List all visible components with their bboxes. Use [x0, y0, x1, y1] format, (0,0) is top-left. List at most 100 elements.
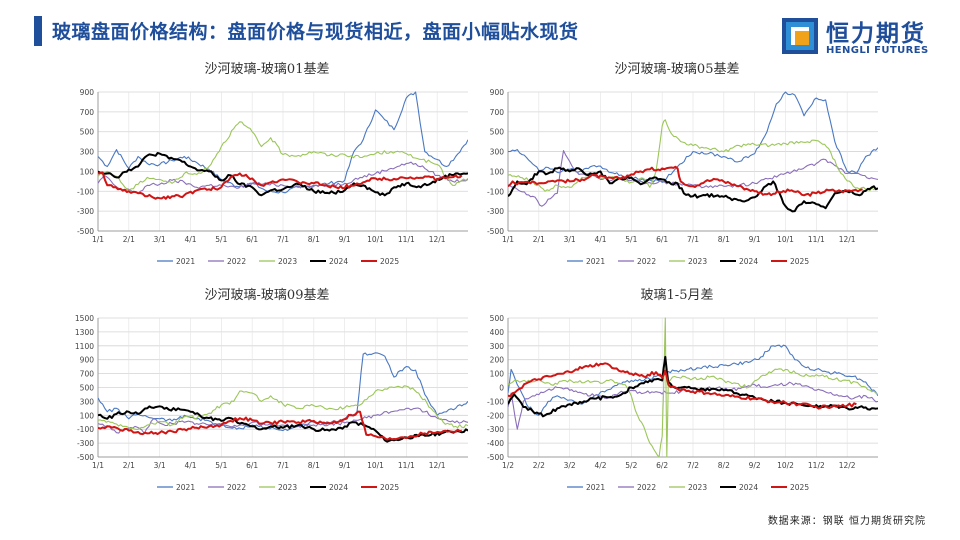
x-tick-label: 8/1	[308, 235, 320, 244]
x-tick-label: 4/1	[184, 235, 196, 244]
x-tick-label: 11/1	[398, 461, 415, 470]
series-line-2024	[98, 152, 468, 197]
y-tick-label: 300	[80, 397, 95, 406]
y-tick-label: 100	[490, 167, 505, 176]
y-tick-label: 1100	[75, 342, 94, 351]
x-tick-label: 12/1	[429, 461, 446, 470]
legend-label: 2021	[586, 483, 605, 492]
series-line-2023	[98, 121, 468, 192]
y-tick-label: -500	[77, 453, 94, 462]
chart-basis-01: 沙河玻璃-玻璃01基差 -500 -300 -100 100 300 500 700 900 1/…	[62, 58, 472, 278]
chart-title: 玻璃1-5月差	[641, 288, 714, 303]
legend-label: 2021	[176, 483, 195, 492]
legend-label: 2022	[227, 257, 246, 266]
y-tick-label: -100	[487, 187, 504, 196]
series-line-2025	[98, 410, 463, 441]
chart-svg: 沙河玻璃-玻璃09基差 -500 -300 -100 100 300 500 700 900 11…	[75, 288, 468, 492]
series-line-2021	[98, 352, 468, 432]
series-line-2022	[508, 381, 878, 430]
series-line-2025	[98, 171, 463, 200]
y-tick-label: 300	[490, 342, 505, 351]
y-tick-label: 0	[499, 384, 504, 393]
x-tick-label: 4/1	[594, 235, 606, 244]
legend-label: 2024	[739, 257, 758, 266]
x-tick-label: 1/1	[92, 461, 104, 470]
y-tick-label: -100	[77, 187, 94, 196]
y-tick-label: 500	[80, 384, 95, 393]
y-tick-label: -200	[487, 411, 504, 420]
x-tick-label: 11/1	[398, 235, 415, 244]
logo-mark-icon	[782, 18, 818, 54]
chart-basis-09: 沙河玻璃-玻璃09基差 -500 -300 -100 100 300 500 700 900 11…	[62, 284, 472, 504]
page-title: 玻璃盘面价格结构：盘面价格与现货相近，盘面小幅贴水现货	[52, 21, 579, 43]
x-tick-label: 10/2	[777, 461, 794, 470]
x-tick-label: 2/1	[123, 235, 135, 244]
y-tick-label: 500	[490, 314, 505, 323]
chart-title: 沙河玻璃-玻璃09基差	[205, 288, 330, 303]
x-tick-label: 7/1	[687, 235, 699, 244]
legend-label: 2022	[227, 483, 246, 492]
x-tick-label: 8/1	[718, 235, 730, 244]
x-tick-label: 10/1	[777, 235, 794, 244]
y-tick-label: 900	[490, 88, 505, 97]
x-tick-label: 6/2	[656, 461, 668, 470]
x-tick-label: 9/2	[749, 461, 761, 470]
y-tick-label: -100	[487, 397, 504, 406]
legend-label: 2024	[329, 483, 348, 492]
y-tick-label: 100	[490, 370, 505, 379]
y-tick-label: -400	[487, 439, 504, 448]
series-line-2021	[508, 91, 878, 183]
x-tick-label: 6/1	[246, 461, 258, 470]
series-line-2025	[508, 165, 863, 197]
x-tick-label: 6/1	[246, 235, 258, 244]
y-tick-label: 500	[80, 128, 95, 137]
logo-text-en: HENGLI FUTURES	[826, 45, 929, 56]
legend-label: 2023	[688, 257, 707, 266]
x-tick-label: 10/1	[367, 461, 384, 470]
x-tick-label: 10/1	[367, 235, 384, 244]
y-tick-label: 700	[490, 108, 505, 117]
y-tick-label: 1300	[75, 328, 94, 337]
x-tick-label: 4/2	[594, 461, 606, 470]
series-line-2023	[508, 317, 878, 458]
series-line-2021	[98, 91, 468, 194]
y-tick-label: -500	[487, 453, 504, 462]
series-line-2022	[98, 161, 468, 194]
x-tick-label: 7/1	[277, 461, 289, 470]
y-tick-label: 100	[80, 411, 95, 420]
x-tick-label: 9/1	[339, 461, 351, 470]
x-tick-label: 1/1	[92, 235, 104, 244]
legend-label: 2025	[790, 257, 809, 266]
x-tick-label: 1/1	[502, 235, 514, 244]
x-tick-label: 6/1	[656, 235, 668, 244]
x-tick-label: 9/1	[339, 235, 351, 244]
x-tick-label: 2/2	[533, 461, 545, 470]
chart-title: 沙河玻璃-玻璃01基差	[205, 62, 330, 77]
data-source-note: 数据来源：钢联 恒力期货研究院	[767, 516, 926, 527]
y-tick-label: 200	[490, 356, 505, 365]
y-tick-label: -300	[77, 207, 94, 216]
legend-label: 2021	[176, 257, 195, 266]
x-tick-label: 3/1	[154, 461, 166, 470]
x-tick-label: 7/1	[277, 235, 289, 244]
y-tick-label: 300	[80, 148, 95, 157]
series-line-2024	[508, 166, 878, 213]
legend-label: 2024	[329, 257, 348, 266]
x-tick-label: 1/2	[502, 461, 514, 470]
legend-label: 2022	[637, 483, 656, 492]
chart-svg: 沙河玻璃-玻璃05基差 -500 -300 -100 100 300 500 700 900 1/…	[487, 62, 878, 266]
series-line-2023	[508, 119, 878, 192]
x-tick-label: 9/1	[749, 235, 761, 244]
legend-label: 2025	[790, 483, 809, 492]
series-line-2022	[98, 407, 468, 434]
y-tick-label: -300	[487, 425, 504, 434]
y-tick-label: 900	[80, 356, 95, 365]
y-tick-label: -300	[77, 439, 94, 448]
chart-svg: 沙河玻璃-玻璃01基差 -500 -300 -100 100 300 500 700 900 1/…	[77, 62, 468, 266]
title-accent-bar	[34, 16, 42, 46]
y-tick-label: 1500	[75, 314, 94, 323]
company-logo: 恒力期货 HENGLI FUTURES	[782, 14, 942, 62]
x-tick-label: 2/1	[123, 461, 135, 470]
y-tick-label: 400	[490, 328, 505, 337]
legend-label: 2025	[380, 483, 399, 492]
